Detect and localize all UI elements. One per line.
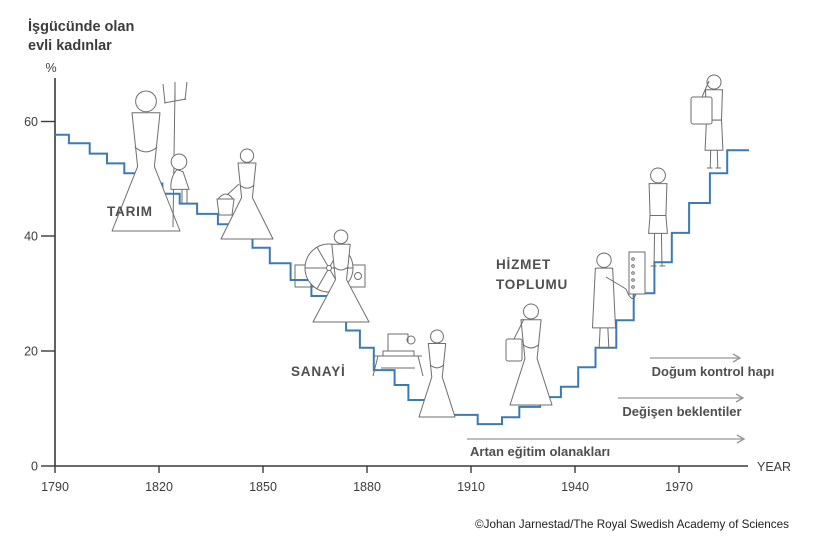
sewing-machine-icon: [372, 333, 424, 377]
x-tick-label: 1910: [457, 480, 485, 494]
era-label-industry: SANAYİ: [291, 364, 346, 379]
woman-with-briefcase-icon: [690, 74, 724, 169]
tick-labels: 0 20 40 60 1790 1820 1850 1880 1910 1940…: [24, 115, 791, 494]
y-axis-unit-label: %: [45, 61, 56, 75]
x-tick-label: 1970: [665, 480, 693, 494]
era-label-service-line2: TOPLUMU: [496, 277, 568, 292]
era-labels: TARIM SANAYİ HİZMET TOPLUMU: [107, 204, 568, 379]
chart-title-line1: İşgücünde olan: [28, 18, 134, 35]
woman-carrying-bucket-icon: [216, 148, 274, 240]
x-axis-label: YEAR: [757, 460, 791, 474]
x-tick-label: 1940: [561, 480, 589, 494]
copyright-credit: ©Johan Jarnestad/The Royal Swedish Acade…: [475, 518, 789, 531]
chart-title-line2: evli kadınlar: [28, 38, 112, 54]
woman-standing-long-dress-icon: [418, 329, 456, 418]
annotation-changing-expectations: Değişen beklentiler: [618, 393, 745, 419]
right-arrow-icon: [732, 353, 742, 363]
annotation-label: Doğum kontrol hapı: [652, 364, 775, 379]
annotation-education-opportunities: Artan eğitim olanakları: [467, 434, 746, 459]
annotation-label: Değişen beklentiler: [622, 404, 741, 419]
figure-illustrations: [111, 74, 724, 418]
right-arrow-icon: [735, 393, 745, 403]
annotations: Doğum kontrol hapı Değişen beklentiler A…: [467, 353, 775, 459]
woman-in-suit-icon: [648, 167, 668, 267]
x-tick-label: 1880: [353, 480, 381, 494]
y-tick-label: 60: [24, 115, 38, 129]
woman-with-shoulder-bag-icon: [505, 303, 553, 406]
y-tick-label: 40: [24, 230, 38, 244]
axes: [41, 78, 748, 473]
woman-at-spinning-wheel-icon: [294, 229, 370, 323]
annotation-birth-control: Doğum kontrol hapı: [650, 353, 775, 379]
telephone-operator-icon: [591, 251, 646, 349]
x-tick-label: 1820: [145, 480, 173, 494]
y-tick-label: 0: [31, 460, 38, 474]
y-tick-label: 20: [24, 345, 38, 359]
x-tick-label: 1790: [41, 480, 69, 494]
era-label-service-line1: HİZMET: [496, 257, 551, 272]
right-arrow-icon: [736, 434, 746, 444]
x-tick-label: 1850: [249, 480, 277, 494]
annotation-label: Artan eğitim olanakları: [470, 444, 610, 459]
seated-girl-icon: [170, 153, 190, 204]
era-label-agriculture: TARIM: [107, 204, 153, 219]
